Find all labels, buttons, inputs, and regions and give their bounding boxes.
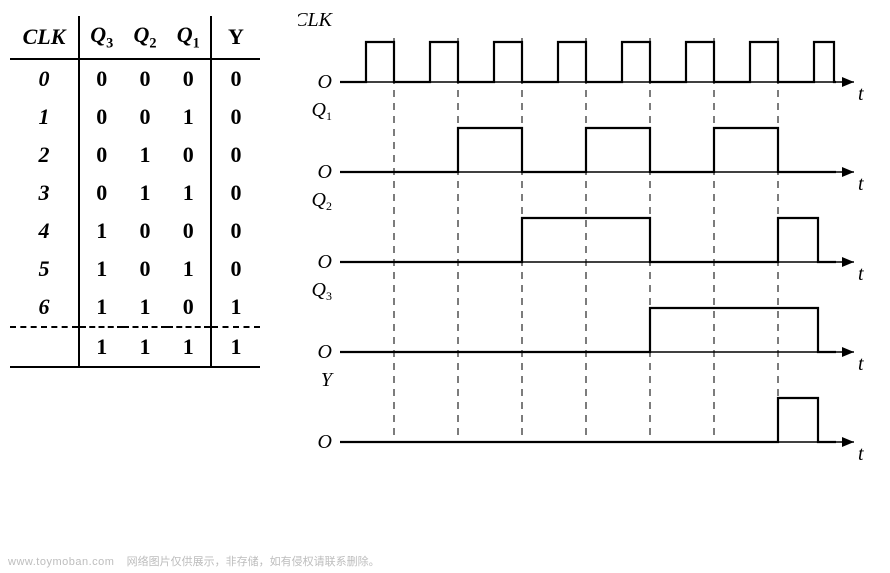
svg-text:t: t <box>858 83 864 105</box>
table-row: 30110 <box>10 174 260 212</box>
svg-text:O: O <box>318 161 332 183</box>
header-q1: Q1 <box>167 16 211 59</box>
bottom-rule <box>10 367 260 368</box>
svg-text:t: t <box>858 353 864 375</box>
header-clk: CLK <box>10 16 79 59</box>
svg-text:CLK: CLK <box>298 9 334 31</box>
svg-text:t: t <box>858 443 864 465</box>
table-row: 41000 <box>10 212 260 250</box>
header-q2: Q2 <box>123 16 166 59</box>
svg-text:Q1: Q1 <box>312 99 332 123</box>
table-row: 00000 <box>10 59 260 98</box>
timing-diagram: CLKOtQ1OtQ2OtQ3OtYOt <box>298 0 878 479</box>
svg-text:t: t <box>858 263 864 285</box>
table-row: 61101 <box>10 288 260 327</box>
table-row: 51010 <box>10 250 260 288</box>
svg-text:Y: Y <box>321 369 334 391</box>
page-footer: www.toymoban.com 网络图片仅供展示，非存储，如有侵权请联系删除。 <box>8 553 380 569</box>
header-y: Y <box>211 16 260 59</box>
svg-text:Q3: Q3 <box>312 279 332 303</box>
svg-text:O: O <box>318 341 332 363</box>
table-row: 10010 <box>10 98 260 136</box>
footer-note: 网络图片仅供展示，非存储，如有侵权请联系删除。 <box>127 556 380 568</box>
svg-text:O: O <box>318 71 332 93</box>
truth-table: CLK Q3 Q2 Q1 Y 0000010010201003011041000… <box>10 16 260 368</box>
footer-domain: www.toymoban.com <box>8 556 114 568</box>
truth-table-grid: CLK Q3 Q2 Q1 Y 0000010010201003011041000… <box>10 16 260 368</box>
table-row: 20100 <box>10 136 260 174</box>
svg-text:O: O <box>318 431 332 453</box>
header-q3: Q3 <box>79 16 123 59</box>
svg-text:O: O <box>318 251 332 273</box>
svg-text:Q2: Q2 <box>312 189 332 213</box>
svg-text:t: t <box>858 173 864 195</box>
table-row: 1111 <box>10 328 260 367</box>
